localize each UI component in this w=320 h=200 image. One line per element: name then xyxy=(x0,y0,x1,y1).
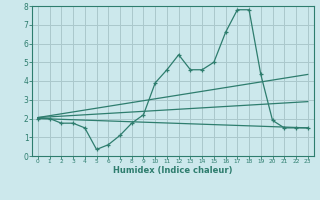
X-axis label: Humidex (Indice chaleur): Humidex (Indice chaleur) xyxy=(113,166,233,175)
